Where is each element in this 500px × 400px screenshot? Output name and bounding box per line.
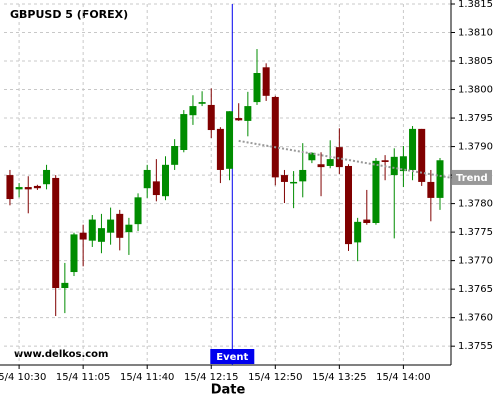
candle-body bbox=[381, 160, 389, 162]
candle-body bbox=[354, 221, 362, 243]
candle-body bbox=[116, 213, 124, 238]
candle-body bbox=[152, 181, 160, 196]
candle-body bbox=[317, 164, 325, 168]
x-tick-label: 15/4 14:00 bbox=[376, 372, 430, 383]
event-label-box bbox=[210, 349, 255, 364]
candle-body bbox=[244, 106, 252, 121]
candle-body bbox=[189, 106, 197, 116]
event-label: Event bbox=[216, 352, 248, 363]
x-tick-label: 15/4 10:30 bbox=[0, 372, 46, 383]
x-axis-title: Date bbox=[211, 383, 246, 398]
chart-title: GBPUSD 5 (FOREX) bbox=[10, 8, 128, 21]
y-tick-label: 1.3790 bbox=[458, 142, 493, 153]
candle-body bbox=[427, 181, 435, 198]
candle-body bbox=[271, 96, 279, 178]
y-tick-label: 1.3795 bbox=[458, 113, 493, 124]
y-tick-label: 1.3780 bbox=[458, 199, 493, 210]
candle-body bbox=[24, 187, 32, 190]
y-tick-label: 1.3805 bbox=[458, 56, 493, 67]
candle-body bbox=[43, 169, 51, 185]
y-tick-label: 1.3765 bbox=[458, 284, 493, 295]
candle-body bbox=[161, 164, 169, 197]
candle-body bbox=[107, 219, 115, 233]
candle-body bbox=[6, 175, 14, 200]
candle-body bbox=[399, 156, 407, 172]
trend-line bbox=[238, 139, 453, 179]
candle-body bbox=[235, 118, 243, 121]
x-tick-label: 15/4 13:25 bbox=[312, 372, 366, 383]
candle-body bbox=[79, 232, 87, 240]
x-tick-label: 15/4 11:05 bbox=[56, 372, 110, 383]
trend-label: Trend bbox=[456, 173, 488, 184]
candle-body bbox=[198, 102, 206, 104]
candle-body bbox=[15, 187, 23, 190]
candle-body bbox=[436, 160, 444, 198]
candle-body bbox=[326, 159, 334, 166]
candle-body bbox=[33, 185, 41, 189]
candle-body bbox=[409, 128, 417, 170]
candle-body bbox=[143, 169, 151, 189]
y-tick-label: 1.3770 bbox=[458, 256, 493, 267]
x-tick-label: 15/4 12:15 bbox=[184, 372, 238, 383]
candle-body bbox=[390, 156, 398, 176]
y-tick-label: 1.3755 bbox=[458, 341, 493, 352]
candle-body bbox=[372, 160, 380, 223]
candle-body bbox=[171, 146, 179, 165]
candle-body bbox=[97, 228, 105, 242]
candle-body bbox=[418, 128, 426, 182]
candle-body bbox=[363, 219, 371, 223]
y-tick-label: 1.3810 bbox=[458, 28, 493, 39]
watermark: www.delkos.com bbox=[14, 349, 108, 360]
candle-body bbox=[280, 175, 288, 182]
candle-body bbox=[253, 73, 261, 103]
y-tick-label: 1.3775 bbox=[458, 227, 493, 238]
y-tick-label: 1.3760 bbox=[458, 313, 493, 324]
candle-body bbox=[70, 234, 78, 273]
candle-body bbox=[299, 169, 307, 182]
candle-body bbox=[308, 152, 316, 161]
candle-body bbox=[262, 67, 270, 96]
candle-body bbox=[134, 197, 142, 225]
candle-body bbox=[335, 147, 343, 168]
x-tick-label: 15/4 12:50 bbox=[248, 372, 302, 383]
candle-body bbox=[290, 181, 298, 184]
y-tick-label: 1.3800 bbox=[458, 85, 493, 96]
x-tick-label: 15/4 11:40 bbox=[120, 372, 174, 383]
candle-body bbox=[207, 104, 215, 131]
candle-body bbox=[52, 177, 60, 289]
candle-body bbox=[125, 224, 133, 233]
candle-body bbox=[180, 114, 188, 150]
candle-body bbox=[344, 165, 352, 245]
candle-body bbox=[216, 128, 224, 170]
trend-label-box bbox=[452, 169, 492, 185]
candle-body bbox=[226, 111, 234, 169]
y-tick-label: 1.3815 bbox=[458, 0, 493, 10]
candle-body bbox=[61, 282, 69, 289]
candle-body bbox=[88, 219, 96, 241]
